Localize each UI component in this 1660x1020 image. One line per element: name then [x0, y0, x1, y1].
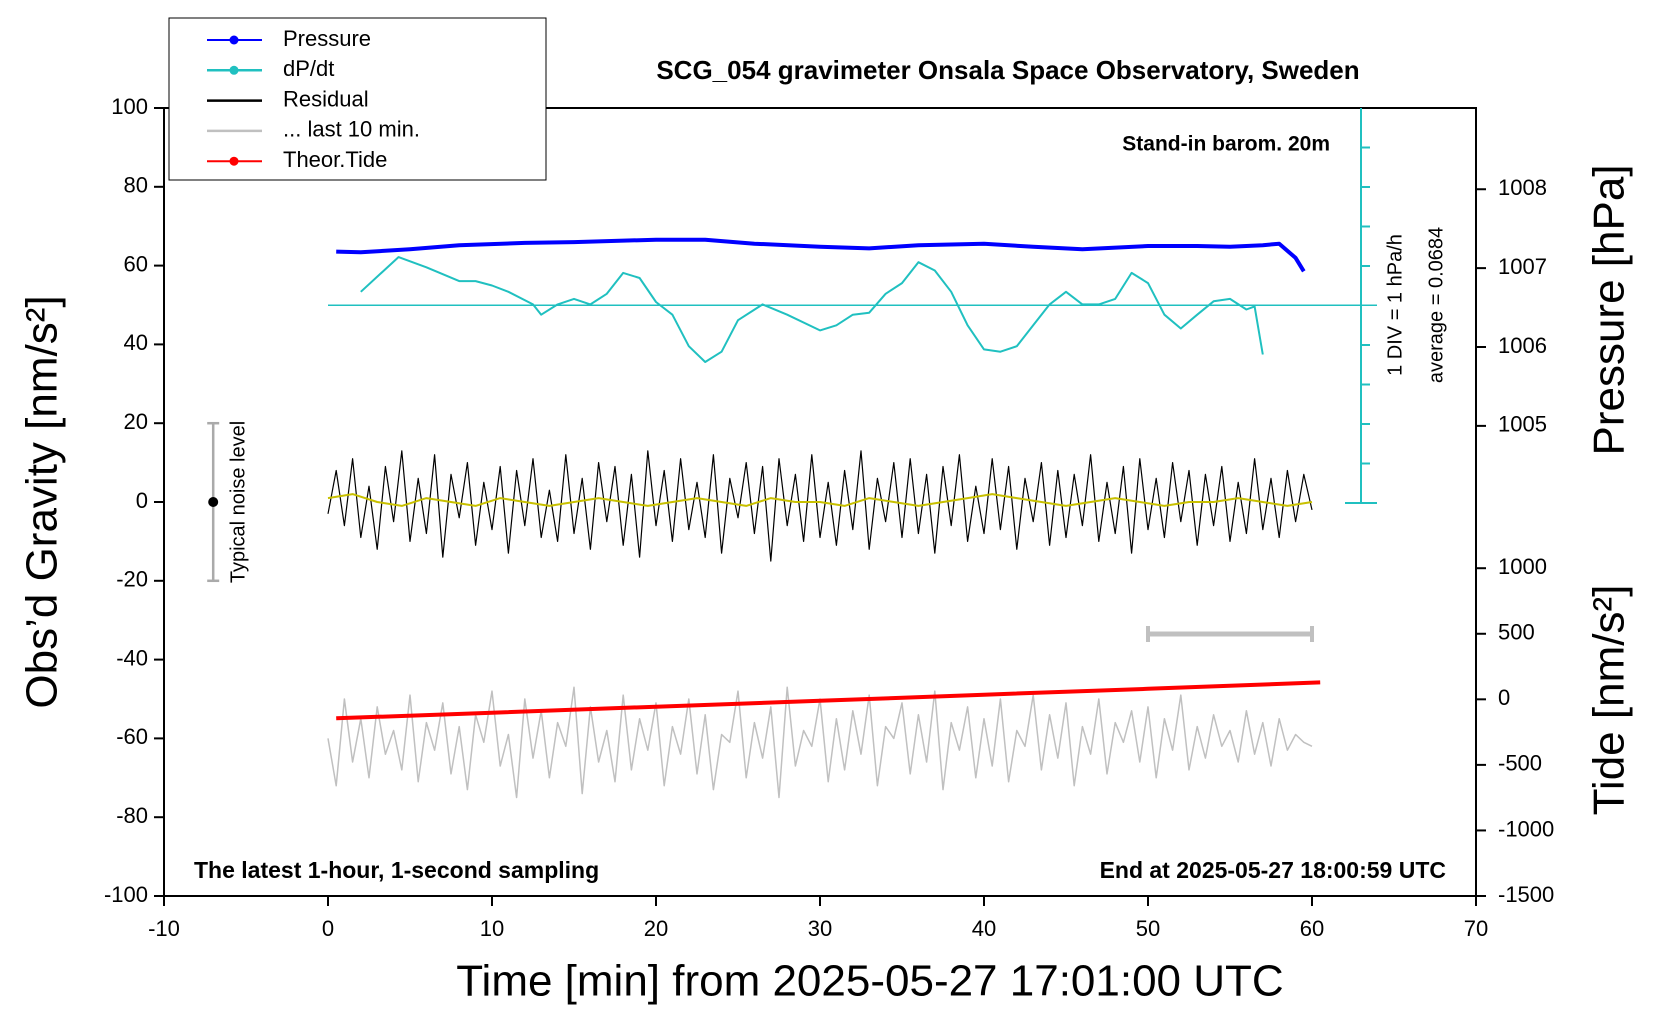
y2-axis-label: Pressure [hPa]	[1585, 164, 1634, 455]
smoothed-line	[327, 493, 1313, 507]
y-tick-label: -20	[116, 567, 148, 592]
x-tick-label: 10	[480, 916, 504, 941]
x-tick-label: -10	[148, 916, 180, 941]
x-tick-label: 40	[972, 916, 996, 941]
annotation: The latest 1-hour, 1-second sampling	[194, 857, 599, 883]
y-tick-label: 20	[124, 409, 148, 434]
series-line	[327, 450, 1313, 562]
y-tick-label: -100	[104, 882, 148, 907]
y-tick-label: 40	[124, 330, 148, 355]
x-tick-label: 60	[1300, 916, 1324, 941]
noise-label: Typical noise level	[227, 421, 249, 583]
y3-tick-label: 0	[1498, 685, 1510, 710]
x-tick-label: 70	[1464, 916, 1488, 941]
y-tick-label: -60	[116, 724, 148, 749]
legend-box	[168, 17, 547, 181]
legend-marker	[229, 156, 239, 166]
series-line	[336, 680, 1321, 721]
y3-tick-label: -1000	[1498, 816, 1554, 841]
chart-title: SCG_054 gravimeter Onsala Space Observat…	[656, 55, 1359, 85]
legend-label: ... last 10 min.	[283, 117, 420, 142]
y-axis-label: Obs’d Gravity [nm/s²]	[18, 295, 67, 708]
x-tick-label: 0	[322, 916, 334, 941]
y3-tick-label: -500	[1498, 751, 1542, 776]
legend-label: Residual	[283, 86, 369, 111]
x-axis-label: Time [min] from 2025-05-27 17:01:00 UTC	[456, 957, 1283, 1006]
x-tick-label: 20	[644, 916, 668, 941]
y-tick-label: 80	[124, 173, 148, 198]
annotation: 1 DIV = 1 hPa/h	[1384, 234, 1406, 376]
y-tick-label: 60	[124, 251, 148, 276]
legend-label: dP/dt	[283, 56, 334, 81]
y-tick-label: 100	[111, 94, 148, 119]
y3-tick-label: 1000	[1498, 554, 1547, 579]
annotation: End at 2025-05-27 18:00:59 UTC	[1100, 857, 1446, 883]
y-tick-label: -40	[116, 645, 148, 670]
y3-tick-label: -1500	[1498, 882, 1554, 907]
average-label: average = 0.0684	[1425, 227, 1447, 383]
x-tick-label: 50	[1136, 916, 1160, 941]
legend-marker	[229, 65, 239, 75]
legend-label: Theor.Tide	[283, 147, 387, 172]
y2-tick-label: 1008	[1498, 175, 1547, 200]
y2-tick-label: 1007	[1498, 254, 1547, 279]
series-line	[336, 237, 1306, 273]
legend-label: Pressure	[283, 26, 371, 51]
annotation: Stand-in barom. 20m	[1122, 133, 1330, 156]
noise-center	[208, 497, 219, 507]
y2-tick-label: 1005	[1498, 412, 1547, 437]
y3-tick-label: 500	[1498, 620, 1535, 645]
y-tick-label: -80	[116, 803, 148, 828]
series-line	[327, 686, 1313, 799]
legend-marker	[229, 35, 239, 45]
y-tick-label: 0	[136, 488, 148, 513]
series-line	[360, 256, 1264, 363]
y3-axis-label: Tide [nm/s²]	[1585, 585, 1634, 816]
x-tick-label: 30	[808, 916, 832, 941]
y2-tick-label: 1006	[1498, 333, 1547, 358]
